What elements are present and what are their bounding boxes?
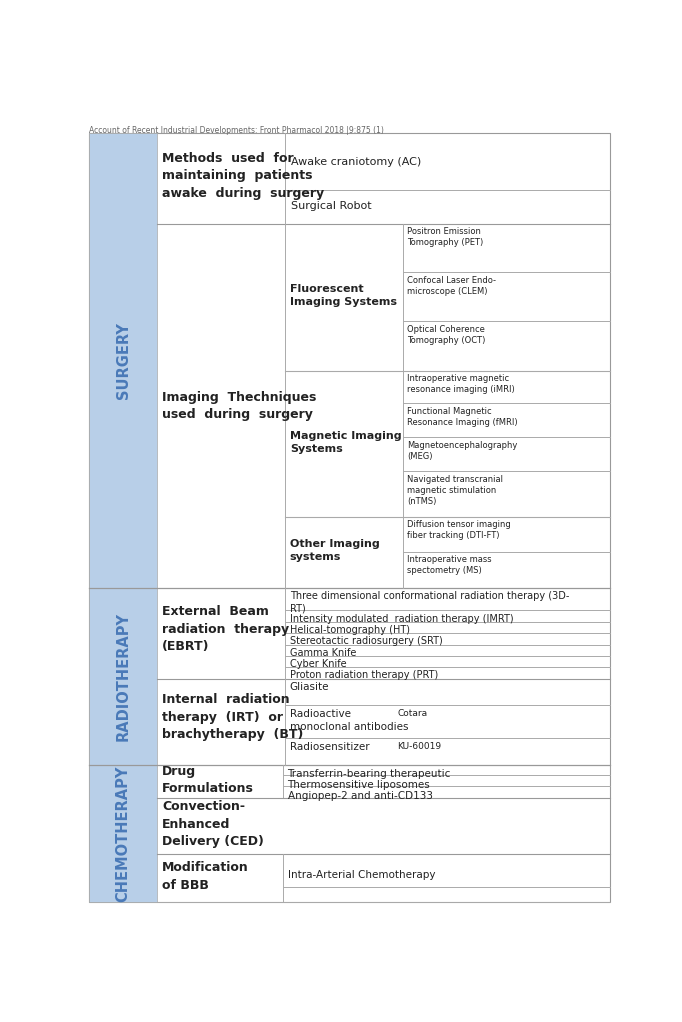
Text: Internal  radiation
therapy  (IRT)  or
brachytherapy  (BT): Internal radiation therapy (IRT) or brac… bbox=[162, 693, 303, 741]
Text: Convection-
Enhanced
Delivery (CED): Convection- Enhanced Delivery (CED) bbox=[162, 800, 264, 848]
Text: Fluorescent
Imaging Systems: Fluorescent Imaging Systems bbox=[290, 284, 397, 308]
Text: Radioactive
monoclonal antibodies: Radioactive monoclonal antibodies bbox=[290, 709, 409, 732]
Text: Cotara: Cotara bbox=[398, 709, 428, 718]
Text: Proton radiation therapy (PRT): Proton radiation therapy (PRT) bbox=[290, 670, 438, 681]
Text: Diffusion tensor imaging
fiber tracking (DTI-FT): Diffusion tensor imaging fiber tracking … bbox=[407, 520, 511, 540]
Text: Drug
Formulations: Drug Formulations bbox=[162, 764, 254, 795]
Text: Awake craniotomy (AC): Awake craniotomy (AC) bbox=[291, 156, 421, 167]
Bar bbox=[89, 764, 158, 901]
Text: Stereotactic radiosurgery (SRT): Stereotactic radiosurgery (SRT) bbox=[290, 637, 443, 646]
Text: Gliasite: Gliasite bbox=[290, 683, 329, 693]
Bar bbox=[89, 588, 158, 764]
Text: RADIOTHERAPY: RADIOTHERAPY bbox=[116, 612, 131, 741]
Text: Confocal Laser Endo-
microscope (CLEM): Confocal Laser Endo- microscope (CLEM) bbox=[407, 276, 496, 296]
Bar bbox=[89, 134, 158, 588]
Text: Magnetoencephalography
(MEG): Magnetoencephalography (MEG) bbox=[407, 440, 517, 461]
Text: Positron Emission
Tomography (PET): Positron Emission Tomography (PET) bbox=[407, 227, 483, 247]
Text: CHEMOTHERAPY: CHEMOTHERAPY bbox=[116, 765, 131, 901]
Text: Transferrin-bearing therapeutic: Transferrin-bearing therapeutic bbox=[288, 769, 451, 779]
Text: External  Beam
radiation  therapy
(EBRT): External Beam radiation therapy (EBRT) bbox=[162, 605, 289, 653]
Text: Optical Coherence
Tomography (OCT): Optical Coherence Tomography (OCT) bbox=[407, 325, 486, 345]
Text: SURGERY: SURGERY bbox=[116, 322, 131, 399]
Text: Radiosensitizer: Radiosensitizer bbox=[290, 742, 370, 752]
Text: Intraoperative mass
spectometry (MS): Intraoperative mass spectometry (MS) bbox=[407, 555, 492, 575]
Text: Cyber Knife: Cyber Knife bbox=[290, 659, 346, 669]
Text: Intra-Arterial Chemotherapy: Intra-Arterial Chemotherapy bbox=[288, 870, 435, 880]
Text: Angiopep-2 and anti-CD133: Angiopep-2 and anti-CD133 bbox=[288, 791, 432, 801]
Text: Thermosensitive liposomes: Thermosensitive liposomes bbox=[288, 780, 430, 790]
Text: Helical-tomography (HT): Helical-tomography (HT) bbox=[290, 624, 410, 635]
Text: Other Imaging
systems: Other Imaging systems bbox=[290, 540, 380, 562]
Text: Surgical Robot: Surgical Robot bbox=[291, 201, 372, 212]
Text: Three dimensional conformational radiation therapy (3D-
RT): Three dimensional conformational radiati… bbox=[290, 591, 569, 613]
Text: Account of Recent Industrial Developments: Front Pharmacol 2018 |9:875 (1): Account of Recent Industrial Development… bbox=[89, 126, 384, 135]
Text: Navigated transcranial
magnetic stimulation
(nTMS): Navigated transcranial magnetic stimulat… bbox=[407, 474, 503, 506]
Text: Intensity modulated  radiation therapy (IMRT): Intensity modulated radiation therapy (I… bbox=[290, 613, 514, 623]
Text: KU-60019: KU-60019 bbox=[398, 742, 442, 751]
Text: Functional Magnetic
Resonance Imaging (fMRI): Functional Magnetic Resonance Imaging (f… bbox=[407, 408, 518, 427]
Text: Modification
of BBB: Modification of BBB bbox=[162, 862, 249, 892]
Text: Methods  used  for
maintaining  patients
awake  during  surgery: Methods used for maintaining patients aw… bbox=[162, 152, 324, 199]
Text: Intraoperative magnetic
resonance imaging (iMRI): Intraoperative magnetic resonance imagin… bbox=[407, 374, 515, 393]
Text: Magnetic Imaging
Systems: Magnetic Imaging Systems bbox=[290, 430, 402, 454]
Text: Gamma Knife: Gamma Knife bbox=[290, 648, 356, 657]
Text: Imaging  Thechniques
used  during  surgery: Imaging Thechniques used during surgery bbox=[162, 390, 316, 421]
